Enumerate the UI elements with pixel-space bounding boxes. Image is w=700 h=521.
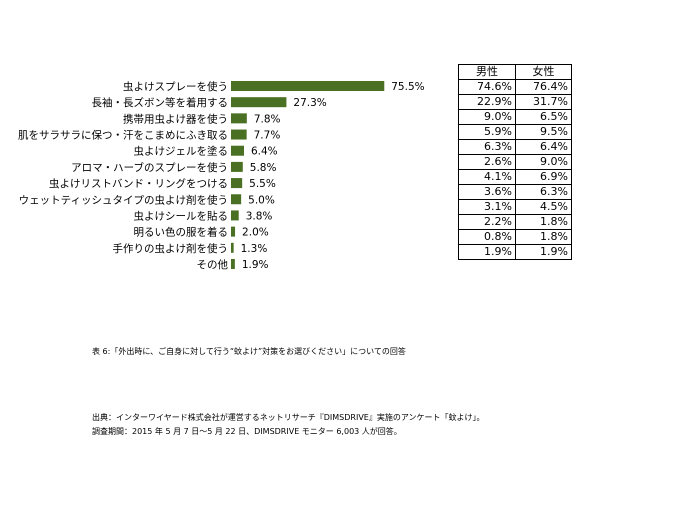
bar	[231, 226, 236, 237]
cell-male: 2.2%	[458, 214, 516, 230]
cell-female: 1.9%	[515, 244, 572, 260]
cell-male: 5.9%	[458, 124, 516, 140]
header-male: 男性	[458, 64, 516, 80]
bar	[231, 161, 243, 172]
cell-female: 1.8%	[515, 229, 572, 245]
cell-female: 76.4%	[515, 79, 572, 95]
table-row: 1.9% 1.9%	[458, 244, 572, 260]
category-label: 虫よけジェルを塗る	[134, 145, 229, 158]
survey-period-note: 調査期間：2015 年 5 月 7 日～5 月 22 日、DIMSDRIVE モ…	[92, 427, 402, 436]
bar	[231, 242, 234, 253]
category-label: アロマ・ハーブのスプレーを使う	[71, 161, 228, 174]
table-row: 0.8% 1.8%	[458, 229, 572, 245]
bar-value-label: 7.8%	[254, 113, 281, 125]
cell-female: 6.5%	[515, 109, 572, 125]
bar	[231, 210, 239, 221]
cell-male: 0.8%	[458, 229, 516, 245]
table-row: 74.6% 76.4%	[458, 79, 572, 95]
cell-male: 22.9%	[458, 94, 516, 110]
bar-value-label: 2.0%	[242, 227, 269, 239]
bar-value-label: 1.9%	[242, 259, 269, 271]
bar	[231, 81, 385, 91]
bar-value-label: 27.3%	[293, 97, 326, 109]
bar-value-label: 1.3%	[241, 243, 268, 255]
category-label: 手作りの虫よけ剤を使う	[113, 242, 229, 255]
table-row: 6.3% 6.4%	[458, 139, 572, 155]
bar	[231, 129, 247, 140]
table-row: 4.1% 6.9%	[458, 169, 572, 185]
cell-male: 9.0%	[458, 109, 516, 125]
source-note: 出典：インターワイヤード株式会社が運営するネットリサーチ『DIMSDRIVE』実…	[92, 413, 485, 422]
bar-value-label: 6.4%	[251, 146, 278, 158]
category-label: 携帯用虫よけ器を使う	[123, 112, 228, 125]
bar	[231, 145, 244, 156]
header-female: 女性	[515, 64, 572, 80]
category-label: その他	[197, 258, 229, 271]
bar-value-label: 5.0%	[248, 194, 275, 206]
cell-female: 9.0%	[515, 154, 572, 170]
cell-female: 9.5%	[515, 124, 572, 140]
table-caption: 表 6:「外出時に、ご自身に対して行う“蚊よけ”対策をお選びください」についての…	[92, 347, 406, 356]
bar	[231, 258, 235, 269]
bar-value-label: 5.5%	[249, 178, 276, 190]
table-row: 2.6% 9.0%	[458, 154, 572, 170]
bar-value-label: 3.8%	[246, 210, 273, 222]
bar-value-label: 75.5%	[391, 81, 424, 93]
cell-male: 74.6%	[458, 79, 516, 95]
cell-male: 2.6%	[458, 154, 516, 170]
cell-female: 1.8%	[515, 214, 572, 230]
table-row: 2.2% 1.8%	[458, 214, 572, 230]
category-label: 肌をサラサラに保つ・汗をこまめにふき取る	[18, 129, 228, 142]
bar	[231, 194, 242, 205]
category-label: 虫よけスプレーを使う	[123, 80, 228, 93]
table-row: 3.6% 6.3%	[458, 184, 572, 200]
category-label: 虫よけシールを貼る	[134, 209, 229, 222]
cell-female: 31.7%	[515, 94, 572, 110]
table-row: 22.9% 31.7%	[458, 94, 572, 110]
category-label: ウェットティッシュタイプの虫よけ剤を使う	[19, 193, 228, 206]
table-row: 3.1% 4.5%	[458, 199, 572, 215]
table-header-row: 男性 女性	[458, 64, 572, 80]
cell-female: 6.9%	[515, 169, 572, 185]
gender-breakdown-table: 男性 女性 74.6% 76.4% 22.9% 31.7% 9.0% 6.5% 5.9% 9.…	[458, 64, 572, 260]
cell-female: 6.3%	[515, 184, 572, 200]
category-label: 虫よけリストバンド・リングをつける	[49, 177, 228, 190]
cell-male: 6.3%	[458, 139, 516, 155]
bar	[231, 113, 247, 124]
cell-male: 1.9%	[458, 244, 516, 260]
cell-female: 6.4%	[515, 139, 572, 155]
bar-value-label: 7.7%	[254, 130, 281, 142]
cell-female: 4.5%	[515, 199, 572, 215]
category-label: 長袖・長ズボン等を着用する	[92, 96, 229, 109]
bar	[231, 97, 287, 108]
cell-male: 3.6%	[458, 184, 516, 200]
cell-male: 3.1%	[458, 199, 516, 215]
cell-male: 4.1%	[458, 169, 516, 185]
bar-value-label: 5.8%	[250, 162, 277, 174]
table-row: 5.9% 9.5%	[458, 124, 572, 140]
category-label: 明るい色の服を着る	[134, 226, 229, 239]
bar	[231, 178, 243, 189]
table-row: 9.0% 6.5%	[458, 109, 572, 125]
